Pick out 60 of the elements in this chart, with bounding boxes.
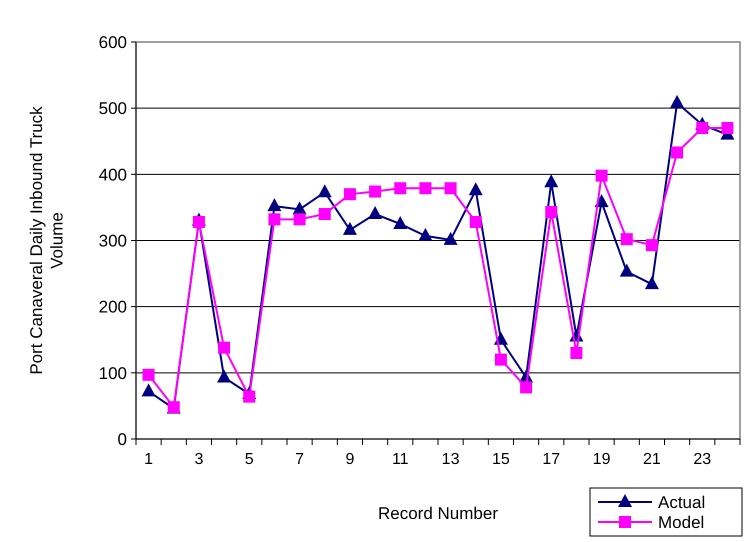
point — [142, 383, 156, 396]
point — [217, 369, 232, 382]
point — [644, 276, 659, 290]
point — [394, 182, 406, 194]
x-tick-label: 3 — [194, 451, 204, 468]
x-tick-label: 11 — [392, 451, 409, 468]
point — [318, 208, 331, 220]
x-axis-title: Record Number — [378, 504, 498, 523]
point — [444, 232, 458, 245]
point — [294, 213, 306, 226]
x-tick-label: 19 — [592, 451, 611, 468]
y-tick-label: 0 — [118, 430, 127, 449]
point — [468, 182, 483, 196]
point — [646, 239, 658, 252]
x-tick-label: 17 — [542, 451, 560, 468]
x-tick-label: 15 — [492, 451, 510, 468]
point — [267, 198, 282, 212]
y-tick-label: 300 — [98, 231, 127, 250]
point — [620, 264, 634, 277]
point — [596, 170, 608, 182]
point — [545, 206, 558, 218]
y-tick-label: 500 — [98, 99, 127, 118]
point — [670, 94, 684, 108]
point — [696, 122, 708, 134]
point — [243, 390, 256, 403]
point — [444, 182, 457, 194]
point — [494, 354, 507, 366]
point — [418, 228, 432, 241]
y-tick-label: 600 — [98, 32, 127, 52]
x-tick-label: 5 — [244, 451, 254, 468]
point — [620, 233, 633, 246]
point — [520, 381, 532, 394]
y-tick-label: 400 — [98, 165, 127, 184]
point — [344, 188, 356, 200]
y-axis-title: Port Canaveral Daily Inbound Truck Volume — [27, 106, 66, 375]
x-tick-label: 21 — [643, 451, 661, 468]
point — [318, 184, 332, 198]
legend-label: Model — [658, 512, 704, 532]
y-tick-label: 200 — [98, 298, 127, 317]
point — [721, 122, 734, 134]
point — [268, 213, 280, 226]
point — [544, 174, 558, 188]
point — [419, 182, 432, 194]
point — [470, 216, 482, 228]
x-tick-label: 1 — [144, 451, 154, 468]
point — [570, 346, 582, 359]
point — [218, 342, 230, 354]
point — [393, 216, 408, 229]
point — [368, 206, 382, 220]
legend-label: Actual — [658, 492, 706, 512]
x-tick-label: 23 — [693, 451, 712, 468]
y-tick-label: 100 — [98, 364, 127, 383]
point — [142, 368, 155, 381]
point — [369, 186, 382, 198]
x-tick-label: 9 — [345, 451, 354, 468]
point — [342, 222, 357, 235]
x-tick-label: 7 — [295, 451, 304, 468]
point — [192, 216, 205, 228]
point — [671, 146, 684, 158]
x-tick-label: 13 — [442, 451, 460, 468]
